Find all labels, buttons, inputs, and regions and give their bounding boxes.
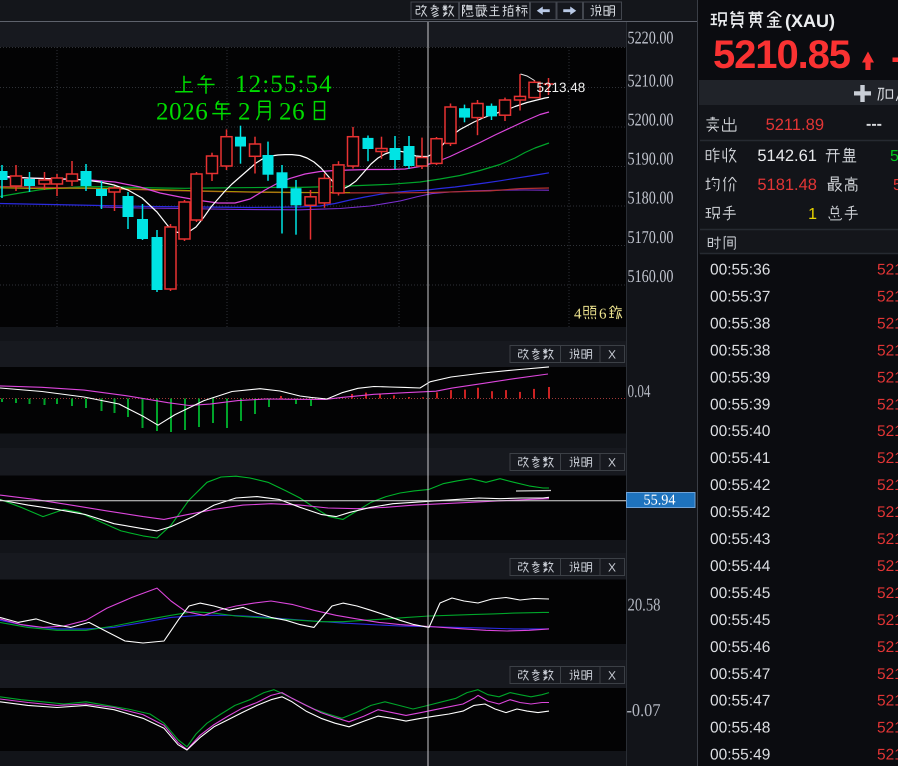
svg-text:4: 4 <box>574 307 582 323</box>
svg-text:00:55:42: 00:55:42 <box>710 477 770 494</box>
svg-text:00:55:49: 00:55:49 <box>710 747 770 764</box>
svg-text:5181.48: 5181.48 <box>757 176 817 194</box>
svg-text:-0.07: -0.07 <box>627 700 661 720</box>
svg-text:5211.8: 5211.8 <box>877 342 898 359</box>
svg-text:55.94: 55.94 <box>644 493 676 509</box>
svg-text:20.58: 20.58 <box>628 595 661 615</box>
svg-text:00:55:48: 00:55:48 <box>710 720 770 737</box>
svg-text:(XAU): (XAU) <box>785 11 835 31</box>
svg-text:5190.00: 5190.00 <box>628 149 674 169</box>
svg-text:2: 2 <box>238 99 251 126</box>
svg-text:00:55:47: 00:55:47 <box>710 693 770 710</box>
svg-text:26: 26 <box>279 99 305 126</box>
svg-text:5211.8: 5211.8 <box>877 531 898 548</box>
svg-text:00:55:38: 00:55:38 <box>710 315 770 332</box>
svg-text:5211.8: 5211.8 <box>877 558 898 575</box>
svg-text:51: 51 <box>890 148 898 165</box>
svg-text:52: 52 <box>893 177 898 194</box>
svg-text:5213.48: 5213.48 <box>537 80 586 95</box>
svg-text:5211.8: 5211.8 <box>877 477 898 494</box>
svg-text:0.04: 0.04 <box>628 381 651 401</box>
svg-text:5211.8: 5211.8 <box>877 396 898 413</box>
svg-text:00:55:45: 00:55:45 <box>710 585 770 602</box>
svg-text:5211.89: 5211.89 <box>766 116 824 134</box>
svg-text:X: X <box>608 348 616 362</box>
svg-text:00:55:42: 00:55:42 <box>710 504 770 521</box>
svg-text:5170.00: 5170.00 <box>628 227 674 247</box>
svg-text:X: X <box>608 561 616 575</box>
svg-text:5200.00: 5200.00 <box>628 110 674 130</box>
svg-text:5211.8: 5211.8 <box>877 612 898 629</box>
svg-text:5211.8: 5211.8 <box>877 666 898 683</box>
svg-text:00:55:36: 00:55:36 <box>710 262 770 279</box>
svg-text:5211.8: 5211.8 <box>877 288 898 305</box>
svg-text:00:55:45: 00:55:45 <box>710 612 770 629</box>
svg-text:00:55:47: 00:55:47 <box>710 666 770 683</box>
svg-text:00:55:39: 00:55:39 <box>710 369 770 386</box>
svg-text:00:55:40: 00:55:40 <box>710 423 771 440</box>
svg-text:X: X <box>608 456 616 470</box>
svg-text:00:55:46: 00:55:46 <box>710 639 770 656</box>
svg-text:5210.00: 5210.00 <box>628 71 674 91</box>
svg-text:5211.8: 5211.8 <box>877 262 898 279</box>
svg-text:00:55:41: 00:55:41 <box>710 450 770 467</box>
svg-text:---: --- <box>866 116 882 133</box>
svg-text:5211.8: 5211.8 <box>877 315 898 332</box>
svg-text:2026: 2026 <box>156 99 208 126</box>
svg-text:5211.8: 5211.8 <box>877 693 898 710</box>
svg-text:5180.00: 5180.00 <box>628 188 674 208</box>
svg-text:X: X <box>608 669 616 683</box>
svg-text:5220.00: 5220.00 <box>628 28 674 48</box>
svg-text:00:55:39: 00:55:39 <box>710 396 770 413</box>
svg-text:00:55:43: 00:55:43 <box>710 531 770 548</box>
svg-text:5211.8: 5211.8 <box>877 585 898 602</box>
svg-text:12:55:54: 12:55:54 <box>235 71 333 98</box>
svg-text:5211.8: 5211.8 <box>877 423 898 440</box>
svg-text:5210.85: 5210.85 <box>713 33 851 77</box>
svg-text:00:55:44: 00:55:44 <box>710 558 771 575</box>
svg-text:1: 1 <box>808 206 817 223</box>
svg-text:00:55:37: 00:55:37 <box>710 288 770 305</box>
svg-text:5211.8: 5211.8 <box>877 639 898 656</box>
svg-text:00:55:38: 00:55:38 <box>710 342 770 359</box>
svg-text:5142.61: 5142.61 <box>757 147 817 165</box>
svg-text:5211.8: 5211.8 <box>877 747 898 764</box>
svg-text:5160.00: 5160.00 <box>628 266 674 286</box>
svg-text:5211.8: 5211.8 <box>877 720 898 737</box>
svg-text:5211.8: 5211.8 <box>877 369 898 386</box>
svg-text:5211.8: 5211.8 <box>877 504 898 521</box>
svg-text:6: 6 <box>599 307 607 323</box>
svg-text:5211.8: 5211.8 <box>877 450 898 467</box>
